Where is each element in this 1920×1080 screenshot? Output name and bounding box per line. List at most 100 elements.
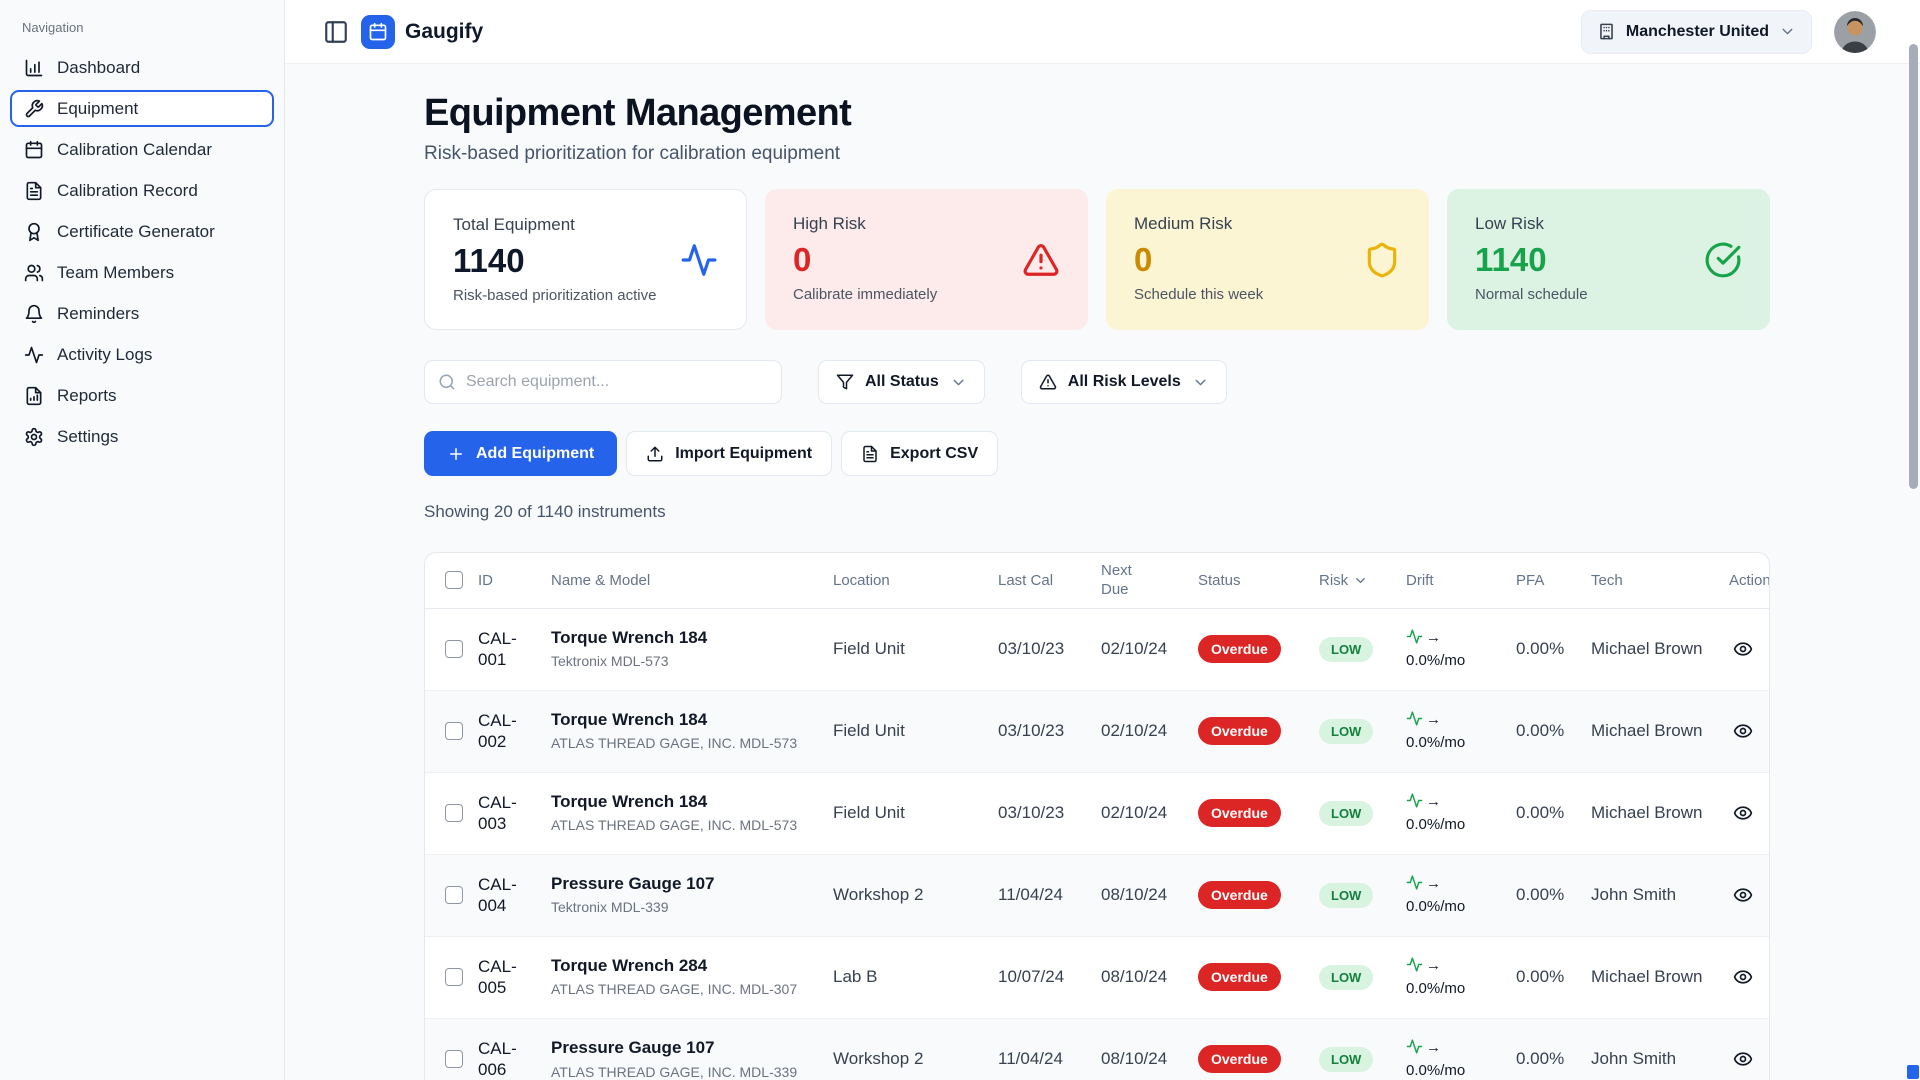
column-header-last-cal: Last Cal bbox=[998, 553, 1101, 608]
row-checkbox[interactable] bbox=[445, 1050, 463, 1068]
avatar-image bbox=[1834, 11, 1876, 53]
eye-icon bbox=[1733, 967, 1753, 987]
panel-left-icon bbox=[323, 19, 349, 45]
column-header-name-model: Name & Model bbox=[551, 553, 833, 608]
award-icon bbox=[24, 222, 44, 242]
main-area: Gaugify Manchester United Equipment Mana… bbox=[285, 0, 1920, 1080]
sidebar-item[interactable]: Team Members bbox=[10, 254, 274, 291]
add-equipment-label: Add Equipment bbox=[476, 445, 594, 463]
view-details-button[interactable] bbox=[1729, 717, 1757, 745]
stat-caption: Schedule this week bbox=[1134, 286, 1401, 303]
stat-label: Medium Risk bbox=[1134, 214, 1401, 234]
table-row[interactable]: CAL-003 Torque Wrench 184 ATLAS THREAD G… bbox=[425, 772, 1769, 854]
search-input[interactable] bbox=[466, 373, 768, 391]
sidebar-item[interactable]: Dashboard bbox=[10, 49, 274, 86]
drift-trend-icon bbox=[1406, 628, 1423, 645]
sidebar-item[interactable]: Certificate Generator bbox=[10, 213, 274, 250]
stat-card: Medium Risk 0 Schedule this week bbox=[1106, 189, 1429, 330]
avatar[interactable] bbox=[1834, 11, 1876, 53]
view-details-button[interactable] bbox=[1729, 635, 1757, 663]
building-icon bbox=[1597, 22, 1616, 41]
export-csv-button[interactable]: Export CSV bbox=[841, 431, 998, 476]
equipment-model: Tektronix MDL-339 bbox=[551, 899, 821, 917]
risk-sort-icon[interactable] bbox=[1353, 573, 1368, 588]
last-cal-date: 11/04/24 bbox=[998, 854, 1101, 936]
table-row[interactable]: CAL-002 Torque Wrench 184 ATLAS THREAD G… bbox=[425, 690, 1769, 772]
view-details-button[interactable] bbox=[1729, 799, 1757, 827]
sidebar-item-label: Dashboard bbox=[57, 58, 140, 78]
scrollbar-corner-button[interactable] bbox=[1907, 1065, 1919, 1079]
alert-triangle-icon bbox=[1039, 373, 1057, 391]
column-header-drift: Drift bbox=[1406, 553, 1516, 608]
sidebar-nav: Dashboard Equipment Calibration Calendar… bbox=[10, 49, 274, 455]
stat-card: Low Risk 1140 Normal schedule bbox=[1447, 189, 1770, 330]
chevron-down-icon bbox=[950, 374, 967, 391]
equipment-location: Workshop 2 bbox=[833, 854, 998, 936]
import-equipment-button[interactable]: Import Equipment bbox=[626, 431, 832, 476]
risk-filter-label: All Risk Levels bbox=[1068, 373, 1181, 391]
equipment-model: ATLAS THREAD GAGE, INC. MDL-307 bbox=[551, 981, 821, 999]
view-details-button[interactable] bbox=[1729, 963, 1757, 991]
status-badge: Overdue bbox=[1198, 635, 1281, 663]
users-icon bbox=[24, 263, 44, 283]
sidebar-item-label: Certificate Generator bbox=[57, 222, 215, 242]
sidebar-item[interactable]: Equipment bbox=[10, 90, 274, 127]
sidebar-item[interactable]: Settings bbox=[10, 418, 274, 455]
app-logo bbox=[361, 15, 395, 49]
row-checkbox[interactable] bbox=[445, 640, 463, 658]
row-checkbox[interactable] bbox=[445, 804, 463, 822]
org-selector[interactable]: Manchester United bbox=[1581, 10, 1812, 54]
export-csv-label: Export CSV bbox=[890, 445, 978, 463]
equipment-id: CAL-004 bbox=[478, 854, 551, 936]
sidebar-section-label: Navigation bbox=[22, 20, 274, 35]
equipment-id: CAL-001 bbox=[478, 608, 551, 690]
next-due-date: 02/10/24 bbox=[1101, 608, 1198, 690]
column-header-location: Location bbox=[833, 553, 998, 608]
sidebar-toggle-button[interactable] bbox=[323, 19, 349, 45]
table-row[interactable]: CAL-004 Pressure Gauge 107 Tektronix MDL… bbox=[425, 854, 1769, 936]
eye-icon bbox=[1733, 1049, 1753, 1069]
stats-row: Total Equipment 1140 Risk-based prioriti… bbox=[424, 189, 1770, 330]
equipment-model: ATLAS THREAD GAGE, INC. MDL-573 bbox=[551, 735, 821, 753]
stat-value: 0 bbox=[793, 241, 1060, 279]
calendar-icon bbox=[24, 140, 44, 160]
risk-badge: LOW bbox=[1319, 883, 1373, 908]
select-all-checkbox[interactable] bbox=[445, 571, 463, 589]
view-details-button[interactable] bbox=[1729, 881, 1757, 909]
sidebar-item[interactable]: Reminders bbox=[10, 295, 274, 332]
row-checkbox[interactable] bbox=[445, 886, 463, 904]
table-row[interactable]: CAL-006 Pressure Gauge 107 ATLAS THREAD … bbox=[425, 1018, 1769, 1080]
sidebar-item[interactable]: Calibration Calendar bbox=[10, 131, 274, 168]
drift-cell: → 0.0%/mo bbox=[1406, 1036, 1480, 1080]
equipment-model: Tektronix MDL-573 bbox=[551, 653, 821, 671]
view-details-button[interactable] bbox=[1729, 1045, 1757, 1073]
tech-name: Michael Brown bbox=[1591, 608, 1729, 690]
status-filter-dropdown[interactable]: All Status bbox=[818, 360, 985, 404]
sidebar-item[interactable]: Activity Logs bbox=[10, 336, 274, 373]
page-subtitle: Risk-based prioritization for calibratio… bbox=[424, 143, 1770, 165]
equipment-name: Torque Wrench 184 bbox=[551, 709, 821, 731]
activity-icon bbox=[680, 241, 718, 279]
risk-filter-dropdown[interactable]: All Risk Levels bbox=[1021, 360, 1227, 404]
table-row[interactable]: CAL-005 Torque Wrench 284 ATLAS THREAD G… bbox=[425, 936, 1769, 1018]
scrollbar-thumb[interactable] bbox=[1909, 44, 1918, 489]
add-equipment-button[interactable]: Add Equipment bbox=[424, 431, 617, 476]
column-header-risk[interactable]: Risk bbox=[1319, 553, 1406, 608]
check-circle-icon bbox=[1704, 241, 1742, 279]
risk-badge: LOW bbox=[1319, 965, 1373, 990]
status-badge: Overdue bbox=[1198, 799, 1281, 827]
row-checkbox[interactable] bbox=[445, 722, 463, 740]
sidebar-item[interactable]: Calibration Record bbox=[10, 172, 274, 209]
sidebar: Navigation Dashboard Equipment Calibrati… bbox=[0, 0, 285, 1080]
status-badge: Overdue bbox=[1198, 717, 1281, 745]
eye-icon bbox=[1733, 639, 1753, 659]
table-row[interactable]: CAL-001 Torque Wrench 184 Tektronix MDL-… bbox=[425, 608, 1769, 690]
next-due-date: 02/10/24 bbox=[1101, 772, 1198, 854]
row-checkbox[interactable] bbox=[445, 968, 463, 986]
sidebar-item[interactable]: Reports bbox=[10, 377, 274, 414]
pfa-value: 0.00% bbox=[1516, 690, 1591, 772]
equipment-table: ID Name & Model Location Last Cal Next D… bbox=[424, 552, 1770, 1080]
column-header-tech: Tech bbox=[1591, 553, 1729, 608]
status-badge: Overdue bbox=[1198, 1045, 1281, 1073]
funnel-icon bbox=[836, 373, 854, 391]
